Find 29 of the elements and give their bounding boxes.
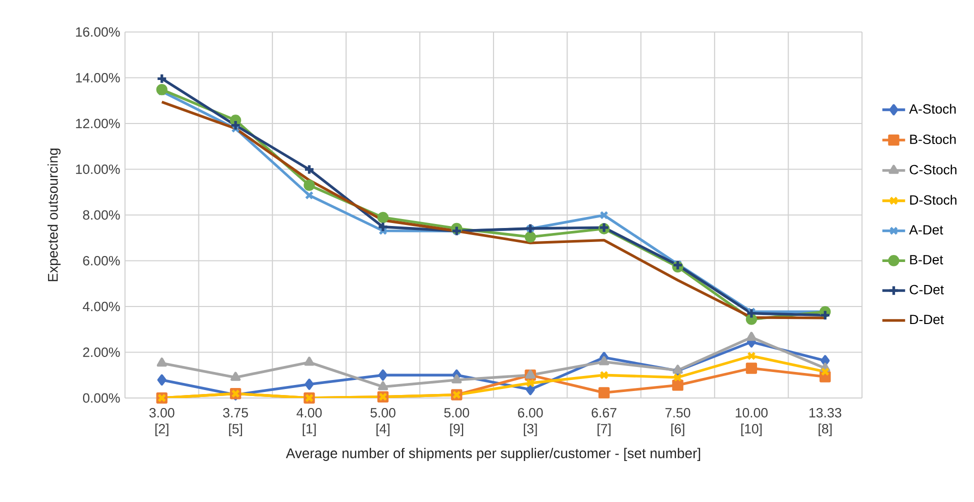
legend-label: C-Stoch bbox=[910, 164, 956, 174]
y-tick-label: 12.00% bbox=[76, 118, 120, 128]
y-tick-label: 4.00% bbox=[82, 302, 120, 312]
legend-label: B-Det bbox=[910, 255, 944, 264]
x-tick-label: 10.00 [10] bbox=[736, 408, 768, 436]
x-tick-label: 7.50 [6] bbox=[665, 408, 690, 436]
x-tick-label: 13.33 [8] bbox=[809, 408, 842, 436]
legend-label: B-Stoch bbox=[910, 134, 956, 144]
x-tick-label: 5.00 [4] bbox=[370, 408, 396, 436]
x-tick-label: 3.75 [5] bbox=[223, 408, 248, 436]
legend-label: A-Det bbox=[909, 225, 944, 235]
y-tick-label: 16.00% bbox=[76, 27, 120, 37]
y-tick-label: 6.00% bbox=[83, 256, 120, 266]
y-tick-label: 10.00% bbox=[76, 164, 120, 174]
legend-label: D-Det bbox=[910, 314, 944, 324]
legend-label: D-Stoch bbox=[910, 194, 956, 205]
y-tick-label: 0.00% bbox=[83, 393, 120, 403]
y-tick-label: 14.00% bbox=[76, 73, 120, 82]
y-axis-title: Expected outsourcing bbox=[48, 148, 61, 282]
x-tick-label: 3.00 [2] bbox=[149, 408, 174, 436]
x-tick-label: 5.00 [9] bbox=[444, 408, 470, 436]
legend-label: A-Stoch bbox=[909, 104, 956, 114]
y-tick-label: 2.00% bbox=[83, 348, 120, 357]
y-tick-label: 8.00% bbox=[83, 210, 120, 220]
x-tick-label: 6.67 [7] bbox=[592, 408, 616, 436]
legend-label: C-Det bbox=[910, 284, 944, 294]
x-tick-label: 6.00 [3] bbox=[518, 408, 543, 436]
x-tick-label: 4.00 [1] bbox=[296, 408, 322, 436]
x-axis-title: Average number of shipments per supplier/customer - [set number] bbox=[286, 448, 700, 461]
